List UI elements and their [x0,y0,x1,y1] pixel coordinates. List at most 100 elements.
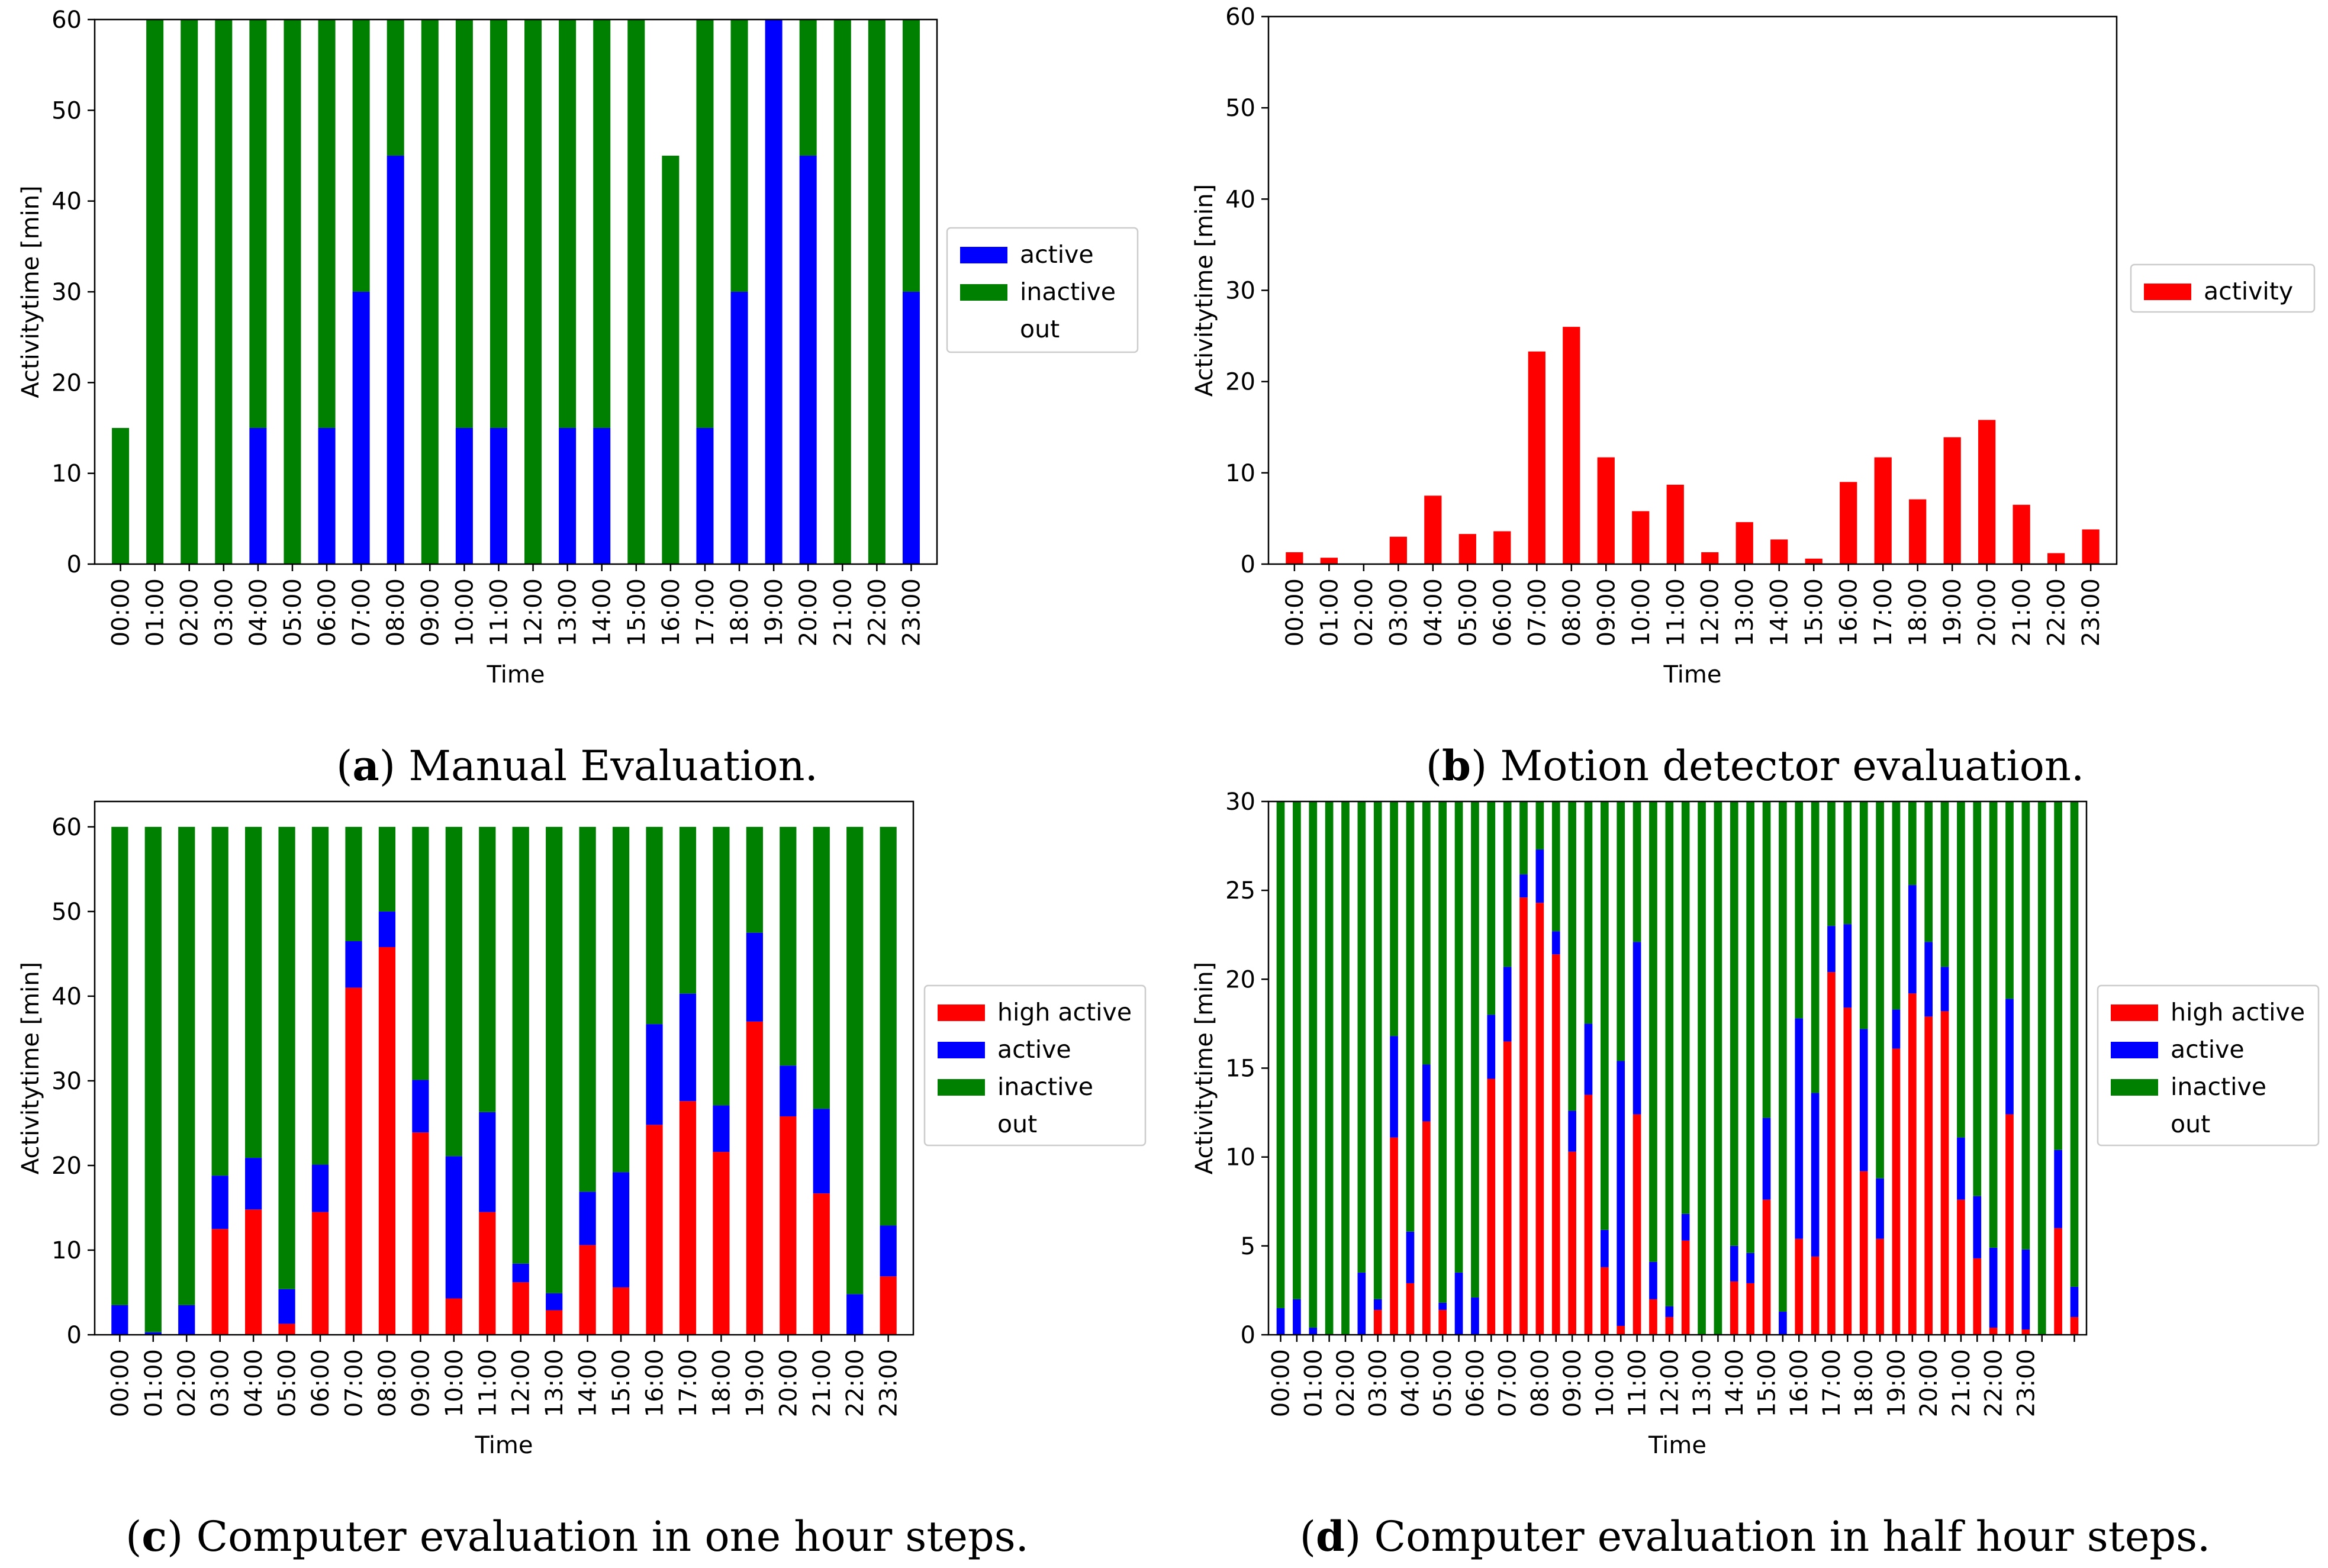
x-tick-label: 23:00 [2078,578,2105,646]
bar-activity-10 [1632,511,1650,564]
x-tick-label: 01:00 [142,578,169,646]
caption-text: ) Manual Evaluation. [379,742,818,790]
legend-swatch-active [960,247,1007,263]
x-tick-label: 00:00 [108,578,135,646]
bar-active-36 [1859,1029,1868,1171]
bar-active-40 [1924,942,1933,1017]
bar-active-17 [679,993,697,1102]
bar-active-0 [1276,1308,1285,1335]
bar-high-active-4 [245,1209,262,1335]
bar-activity-3 [1389,536,1407,564]
bar-inactive-34 [1827,801,1836,926]
bar-activity-7 [1528,351,1545,564]
x-tick-label: 13:00 [1689,1349,1716,1417]
bar-activity-6 [1493,531,1511,564]
bar-inactive-9 [412,826,429,1080]
bar-high-active-15 [612,1287,630,1335]
caption-open-paren: ( [1426,742,1442,790]
x-axis-label: Time [475,1432,533,1459]
x-tick-label: 14:00 [1766,578,1794,646]
x-tick-label: 15:00 [1754,1349,1781,1417]
bar-high-active-16 [1535,903,1544,1335]
bar-activity-21 [2013,504,2030,564]
bar-inactive-28 [1730,801,1738,1246]
x-tick-label: 19:00 [761,578,788,646]
x-tick-label: 12:00 [1697,578,1724,646]
bar-inactive-18 [1568,801,1576,1111]
bar-activity-12 [1701,552,1719,564]
bar-inactive-22 [868,20,886,564]
bar-active-48 [2054,1150,2062,1228]
bar-high-active-42 [1957,1199,1965,1335]
legend-label-inactive: inactive [997,1073,1093,1101]
bar-inactive-17 [679,826,697,994]
bar-active-37 [1876,1178,1884,1239]
bar-inactive-1 [146,20,164,564]
bar-inactive-49 [2070,801,2079,1287]
bar-active-8 [387,156,404,564]
bar-high-active-43 [1973,1258,1982,1335]
bar-high-active-13 [546,1310,563,1335]
bar-inactive-0 [112,428,130,564]
bar-inactive-24 [1665,801,1674,1306]
caption-letter: b [1442,741,1471,790]
x-tick-label: 23:00 [875,1349,903,1417]
bar-inactive-18 [713,826,730,1106]
legend-label-out: out [2171,1110,2210,1138]
x-tick-label: 12:00 [520,578,548,646]
bar-inactive-21 [1617,801,1625,1061]
bar-inactive-25 [1681,801,1690,1214]
bar-inactive-13 [546,826,563,1293]
bar-inactive-20 [1601,801,1609,1230]
bar-active-2 [178,1305,195,1335]
y-tick-label: 60 [1225,4,1255,31]
x-tick-label: 20:00 [775,1349,802,1417]
bar-active-8 [378,911,396,947]
bar-high-active-48 [2054,1228,2062,1335]
bar-high-active-3 [211,1229,228,1335]
bar-inactive-2 [181,20,198,564]
y-tick-label: 60 [51,814,82,841]
y-tick-label: 30 [1225,278,1255,305]
x-tick-label: 07:00 [348,578,375,646]
y-tick-label: 20 [51,369,82,397]
x-tick-label: 05:00 [1454,578,1482,646]
x-tick-label: 09:00 [1593,578,1620,646]
bar-inactive-0 [111,826,128,1305]
legend-swatch-inactive [2111,1079,2158,1096]
x-tick-label: 00:00 [1268,1349,1295,1417]
bar-active-19 [1584,1023,1593,1095]
bar-inactive-5 [278,826,295,1289]
caption-letter: c [141,1512,167,1561]
bar-active-16 [1535,849,1544,903]
bar-active-2 [1309,1327,1318,1335]
bar-active-8 [1406,1231,1415,1283]
y-tick-label: 50 [51,97,82,124]
bar-active-10 [1438,1302,1447,1310]
legend-swatch-activity [2144,284,2191,300]
bar-inactive-12 [1471,801,1479,1297]
legend-label-high-active: high active [997,998,1132,1026]
bar-high-active-10 [445,1298,462,1335]
y-tick-label: 10 [51,461,82,488]
caption-letter: d [1316,1512,1345,1561]
x-tick-label: 21:00 [809,1349,836,1417]
x-tick-label: 21:00 [1948,1349,1975,1417]
x-tick-label: 14:00 [589,578,616,646]
bar-inactive-8 [1406,801,1415,1232]
bar-high-active-34 [1827,972,1836,1335]
bar-inactive-13 [559,20,577,428]
y-tick-label: 40 [51,983,82,1010]
x-tick-label: 00:00 [107,1349,134,1417]
bar-high-active-15 [1519,897,1528,1335]
chart-panel-a: 0 10 20 30 40 50 60 00:00 01:00 02:00 03:00 04:00 05… [17,7,1139,790]
bar-high-active-45 [2005,1114,2014,1335]
bar-inactive-48 [2054,801,2062,1150]
caption-text: ) Computer evaluation in half hour steps… [1345,1512,2210,1561]
bar-high-active-6 [1373,1309,1382,1335]
bar-active-18 [713,1105,730,1152]
bar-high-active-9 [412,1132,429,1335]
bar-active-4 [249,428,267,564]
x-tick-label: 18:00 [1905,578,1932,646]
